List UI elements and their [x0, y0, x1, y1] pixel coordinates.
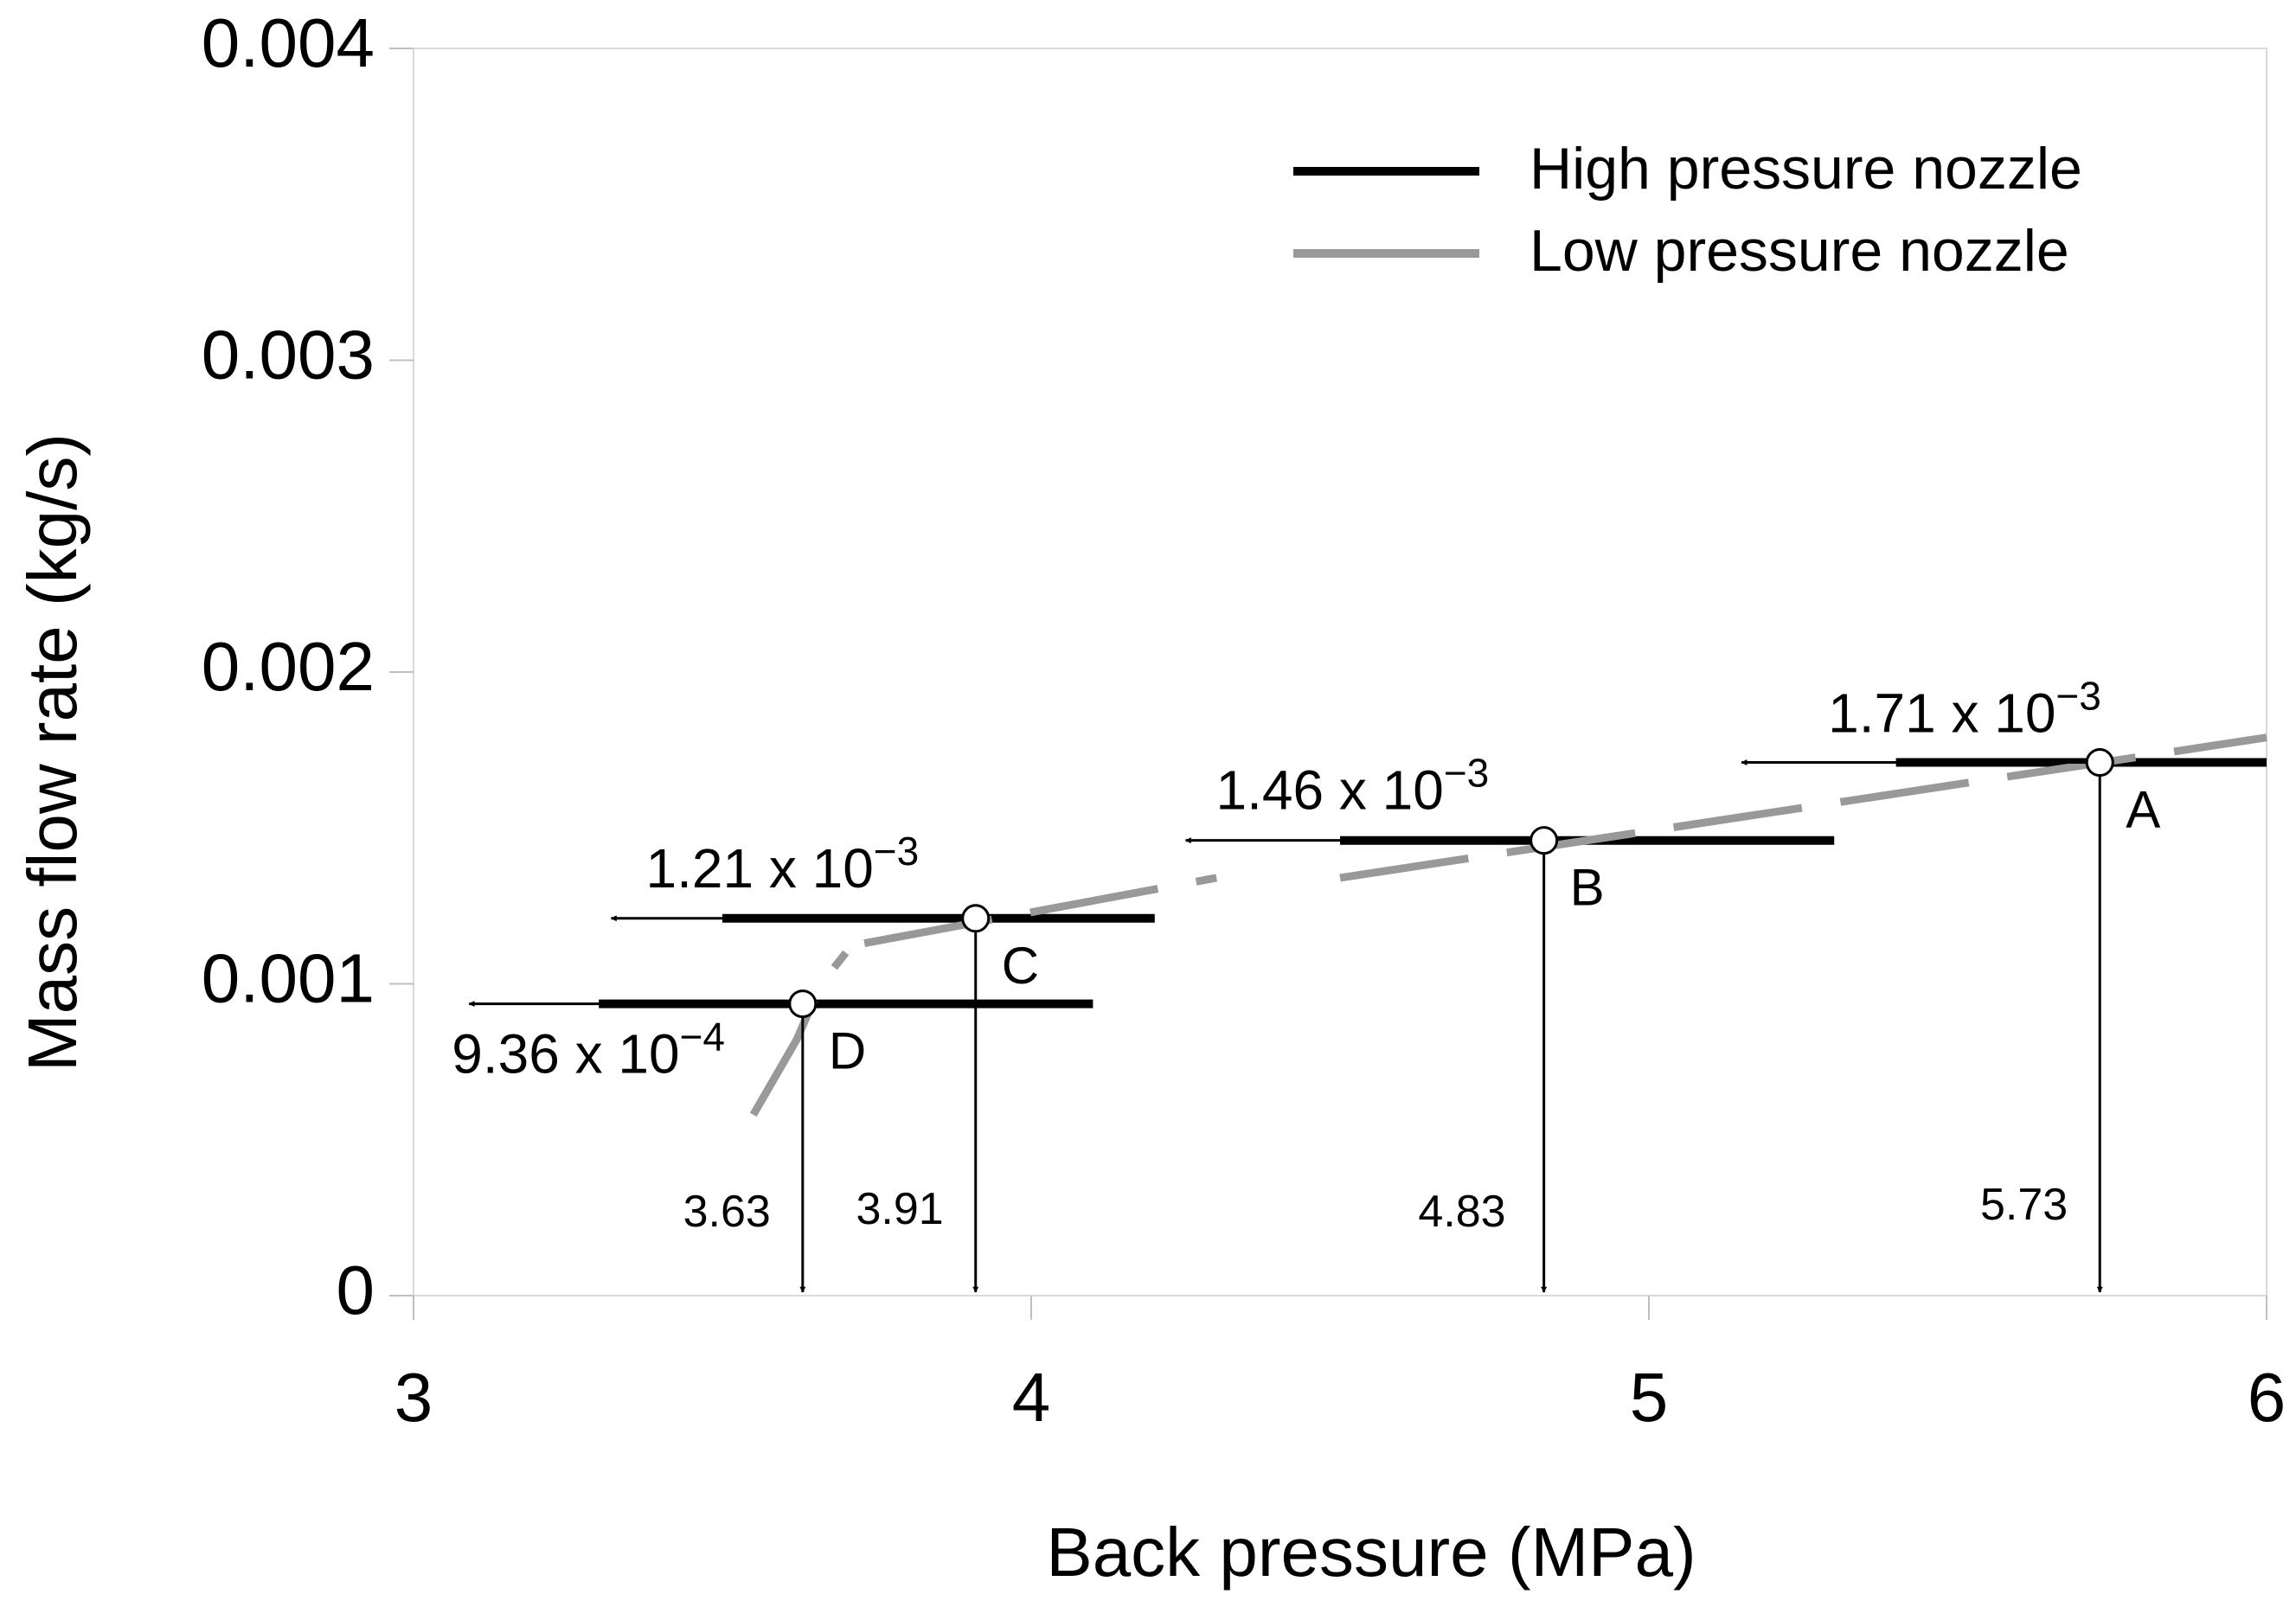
operating-points	[788, 748, 2114, 1019]
operating-point-c	[961, 904, 991, 933]
point-label-b: B	[1570, 859, 1605, 917]
operating-point-a	[2085, 748, 2114, 778]
operating-point-b	[1530, 826, 1559, 855]
y-tick-label: 0.004	[202, 4, 375, 81]
operating-point-d	[788, 989, 818, 1019]
x-axis: 3 4 5 6	[394, 1296, 2286, 1436]
annotations: 1.71 x 10−3 5.73 A 1.46 x 10−3 4.83 B 1.21 x 1…	[452, 674, 2160, 1293]
pressure-label-d: 3.63	[683, 1187, 771, 1237]
legend: High pressure nozzle Low pressure nozzle	[1293, 136, 2082, 284]
pressure-label-b: 4.83	[1418, 1187, 1505, 1237]
pressure-label-a: 5.73	[1980, 1180, 2068, 1230]
x-tick-label: 4	[1012, 1359, 1051, 1436]
x-tick-label: 5	[1630, 1359, 1669, 1436]
low-pressure-nozzle-line	[863, 874, 1218, 948]
point-label-a: A	[2126, 781, 2160, 839]
y-tick-label: 0	[337, 1252, 375, 1328]
flow-label-c: 1.21 x 10−3	[645, 829, 919, 900]
point-label-c: C	[1002, 937, 1039, 995]
y-tick-label: 0.003	[202, 317, 375, 394]
y-tick-label: 0.001	[202, 940, 375, 1017]
flow-label-a: 1.71 x 10−3	[1828, 674, 2101, 745]
legend-label-high-pressure: High pressure nozzle	[1530, 136, 2082, 202]
x-tick-label: 6	[2248, 1359, 2286, 1436]
flow-label-b: 1.46 x 10−3	[1216, 751, 1490, 822]
legend-label-low-pressure: Low pressure nozzle	[1530, 218, 2069, 284]
point-label-d: D	[829, 1022, 866, 1080]
y-axis-title: Mass flow rate (kg/s)	[14, 433, 91, 1072]
x-tick-label: 3	[394, 1359, 433, 1436]
flow-label-d: 9.36 x 10−4	[452, 1015, 725, 1085]
y-axis: 0 0.001 0.002 0.003 0.004	[202, 4, 414, 1328]
y-tick-label: 0.002	[202, 628, 375, 705]
x-axis-title: Back pressure (MPa)	[1046, 1514, 1696, 1591]
pressure-label-c: 3.91	[856, 1184, 944, 1234]
